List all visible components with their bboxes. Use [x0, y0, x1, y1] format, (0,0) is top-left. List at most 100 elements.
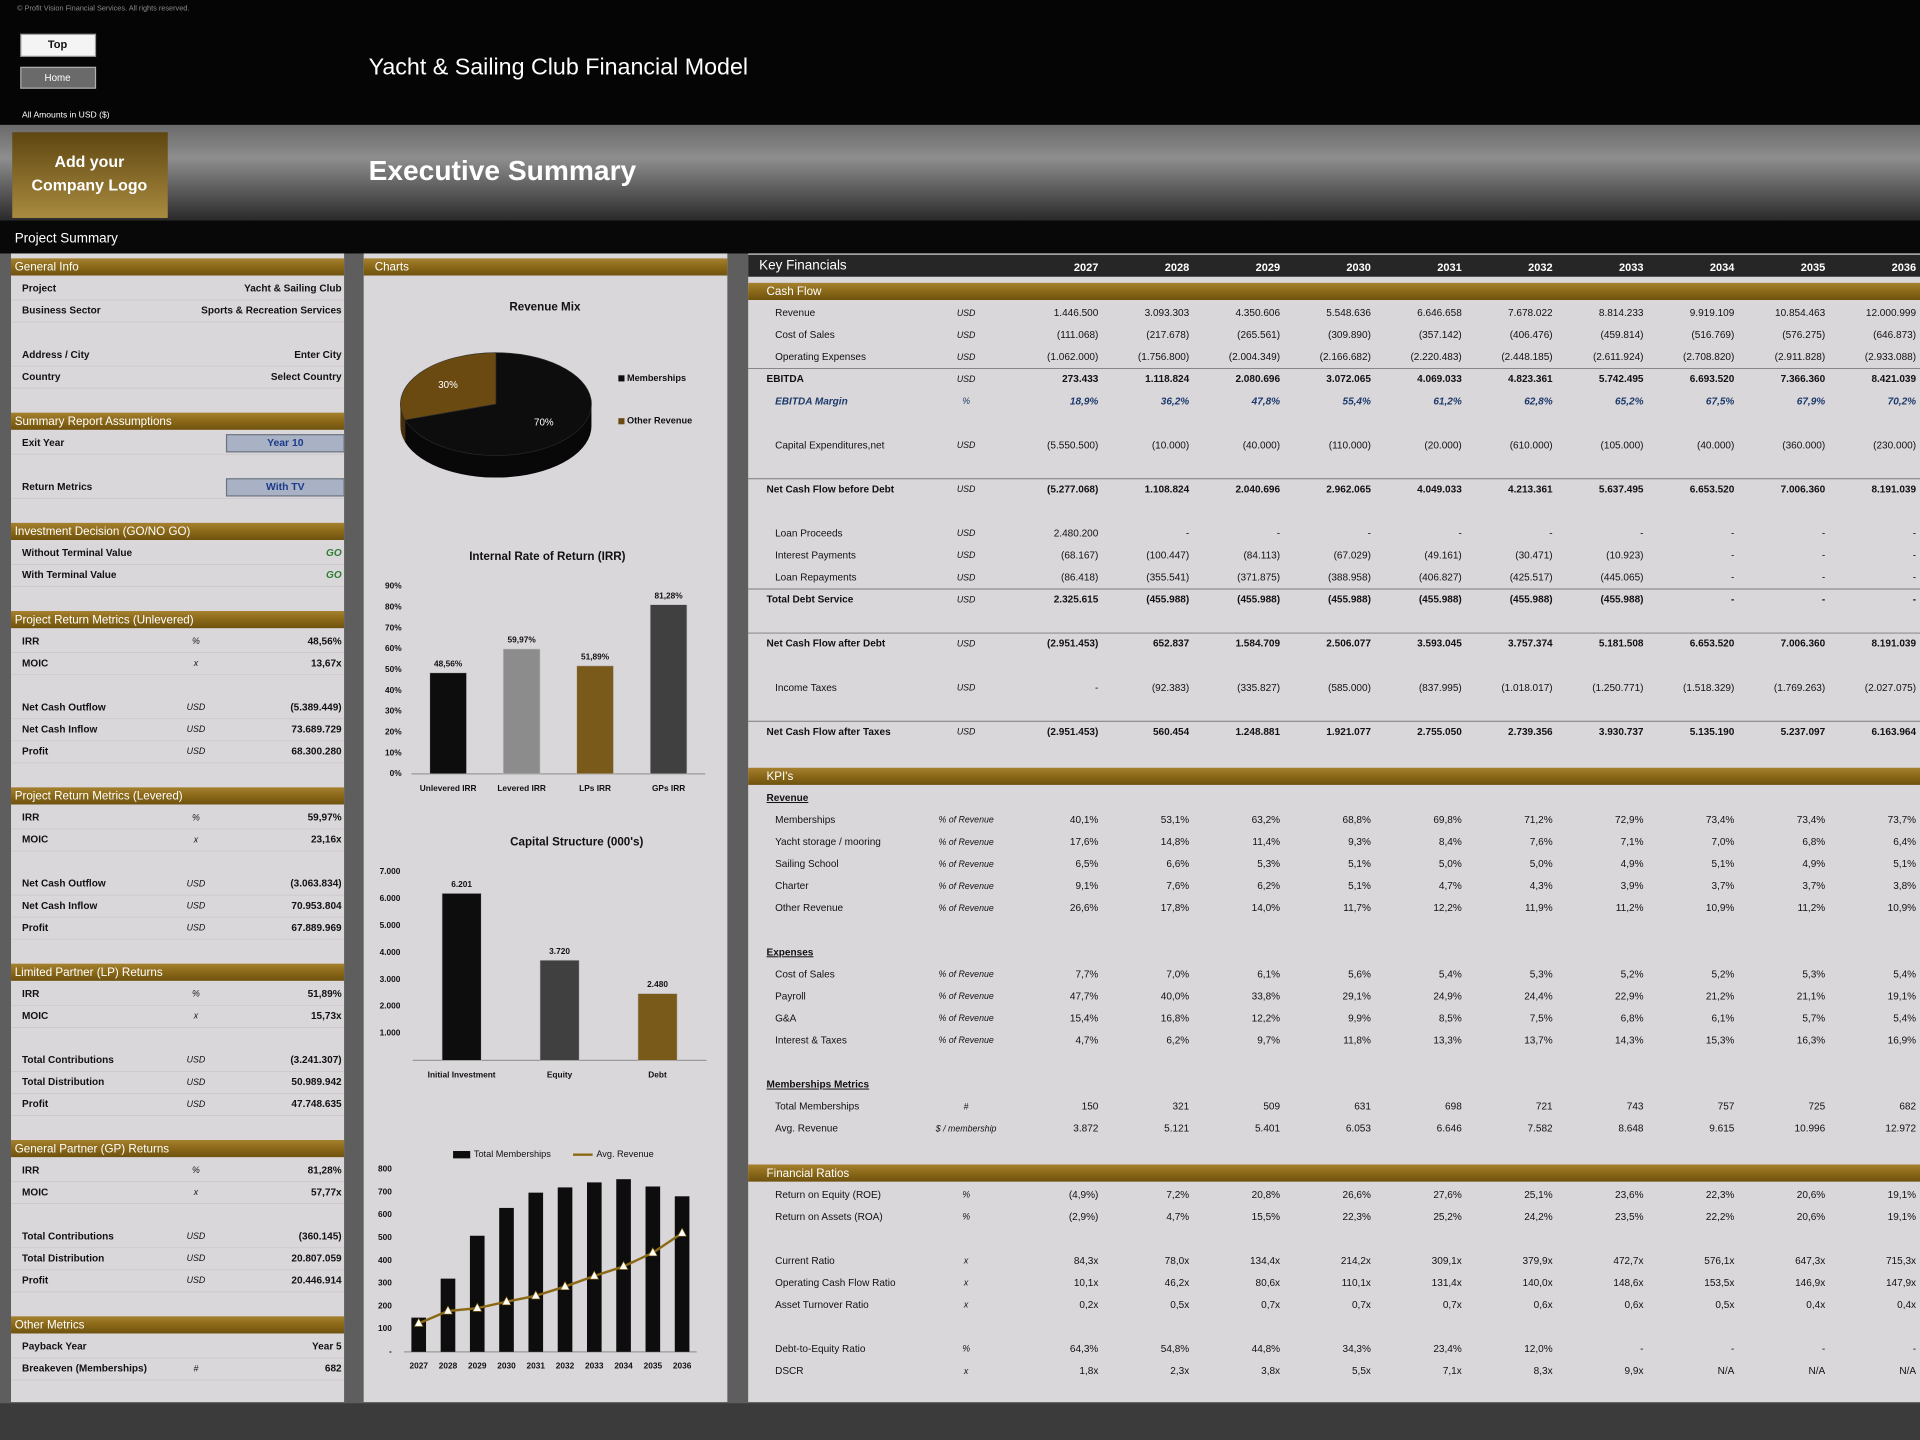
- year-header: 2032: [1528, 262, 1553, 274]
- cell-value: 72,9%: [1615, 815, 1644, 826]
- row-value: 51,89%: [308, 989, 342, 1000]
- year-header: 2028: [1165, 262, 1190, 274]
- cell-value: (455.988): [1237, 595, 1280, 606]
- cell-value: N/A: [1899, 1366, 1916, 1377]
- row-label: Debt-to-Equity Ratio: [775, 1344, 866, 1355]
- cell-value: 15,4%: [1070, 1013, 1099, 1024]
- pie-shade: [405, 404, 592, 478]
- row-unit: x: [963, 1278, 969, 1288]
- input-box: [225, 434, 345, 453]
- cell-value: 0,7x: [1352, 1300, 1371, 1311]
- bar: [528, 1192, 544, 1352]
- row-unit: % of Revenue: [938, 969, 993, 979]
- cell-value: (1.518.329): [1683, 683, 1734, 694]
- home-button[interactable]: [20, 66, 97, 89]
- cell-value: 7,0%: [1711, 837, 1734, 848]
- cell-value: (111.068): [1057, 330, 1098, 341]
- cell-value: 11,7%: [1343, 903, 1371, 914]
- line-marker: [677, 1227, 687, 1237]
- cell-value: (92.383): [1152, 683, 1189, 694]
- row-unit: USD: [187, 1275, 206, 1285]
- x-tick-label: Levered IRR: [497, 783, 546, 793]
- cell-value: 5,5x: [1352, 1366, 1371, 1377]
- cell-value: 725: [1808, 1102, 1825, 1113]
- row-unit: USD: [957, 572, 976, 582]
- cell-value: 7.006.360: [1781, 484, 1826, 495]
- row-label: Interest Payments: [775, 551, 856, 562]
- legend-label: Avg. Revenue: [596, 1149, 653, 1159]
- cell-value: 33,8%: [1252, 991, 1281, 1002]
- cell-value: -: [1822, 551, 1825, 562]
- cell-value: (20.000): [1424, 440, 1461, 451]
- section-heading: Project Summary: [15, 230, 118, 245]
- cell-value: 19,1%: [1888, 1190, 1917, 1201]
- section-title: Cash Flow: [767, 285, 823, 298]
- cell-value: 9,7%: [1257, 1035, 1280, 1046]
- cell-value: 15,5%: [1252, 1212, 1281, 1223]
- bottom-band: [0, 1403, 1920, 1440]
- cell-value: -: [1640, 529, 1643, 540]
- summary-band: [0, 220, 1920, 254]
- cell-value: -: [1913, 573, 1916, 584]
- cell-value: 0,4x: [1897, 1300, 1916, 1311]
- cell-value: 0,5x: [1170, 1300, 1189, 1311]
- y-tick-label: 200: [378, 1300, 392, 1310]
- cell-value: 7,6%: [1530, 837, 1553, 848]
- cell-value: 19,1%: [1888, 1212, 1917, 1223]
- cell-value: (49.161): [1424, 551, 1461, 562]
- chart-title: Internal Rate of Return (IRR): [469, 550, 625, 563]
- cell-value: 70,2%: [1888, 396, 1917, 407]
- row-unit: %: [192, 989, 200, 999]
- cell-value: (357.142): [1419, 330, 1462, 341]
- cell-value: (100.447): [1146, 551, 1189, 562]
- cell-value: 6.646.658: [1417, 308, 1462, 319]
- y-tick-label: 30%: [385, 706, 402, 716]
- bar-value-label: 3.720: [549, 946, 570, 956]
- cell-value: 4,9%: [1621, 859, 1644, 870]
- section-title: Project Return Metrics (Levered): [15, 790, 183, 803]
- cell-value: 743: [1627, 1102, 1644, 1113]
- cell-value: 721: [1536, 1102, 1553, 1113]
- row-unit: USD: [957, 352, 976, 362]
- x-tick-label: 2027: [409, 1361, 428, 1371]
- top-button-label[interactable]: Top: [48, 39, 68, 51]
- cell-value: 65,2%: [1615, 396, 1644, 407]
- cell-value: 55,4%: [1342, 396, 1371, 407]
- cell-value: 21,1%: [1797, 991, 1826, 1002]
- row-label: IRR: [22, 813, 40, 824]
- row-unit: %: [962, 1211, 970, 1221]
- cell-value: 8,5%: [1439, 1013, 1462, 1024]
- row-unit: x: [193, 1187, 199, 1197]
- row-label: Sailing School: [775, 859, 839, 870]
- cell-value: (67.029): [1334, 551, 1371, 562]
- cell-value: 44,8%: [1252, 1344, 1281, 1355]
- chart-title: Capital Structure (000's): [510, 836, 643, 849]
- row-unit: USD: [187, 702, 206, 712]
- year-header: 2030: [1346, 262, 1371, 274]
- y-tick-label: 5.000: [380, 920, 401, 930]
- y-tick-label: 500: [378, 1232, 392, 1242]
- home-button-label[interactable]: Home: [45, 73, 71, 84]
- cell-value: -: [1822, 573, 1825, 584]
- section-title: General Info: [15, 261, 79, 274]
- cell-value: 15,3%: [1706, 1035, 1735, 1046]
- cell-value: -: [1731, 573, 1734, 584]
- top-button[interactable]: [20, 33, 97, 57]
- cell-value: 1.108.824: [1145, 484, 1190, 495]
- cell-value: 2.755.050: [1417, 727, 1462, 738]
- row-label: IRR: [22, 989, 40, 1000]
- cell-value: -: [1186, 529, 1189, 540]
- pie-side: [405, 404, 592, 478]
- cell-value: 2.480.200: [1054, 529, 1099, 540]
- row-unit: % of Revenue: [938, 1013, 993, 1023]
- cell-value: 14,0%: [1252, 903, 1281, 914]
- year-header: 2035: [1801, 262, 1826, 274]
- cell-value: 7,0%: [1166, 969, 1189, 980]
- cell-value: (40.000): [1697, 440, 1734, 451]
- section-header: [11, 258, 345, 276]
- row-unit: #: [193, 1363, 198, 1373]
- row-unit: %: [192, 812, 200, 822]
- cell-value: 5.181.508: [1599, 639, 1644, 650]
- subsection-title: Revenue: [767, 793, 809, 804]
- cell-value: 9,1%: [1075, 881, 1098, 892]
